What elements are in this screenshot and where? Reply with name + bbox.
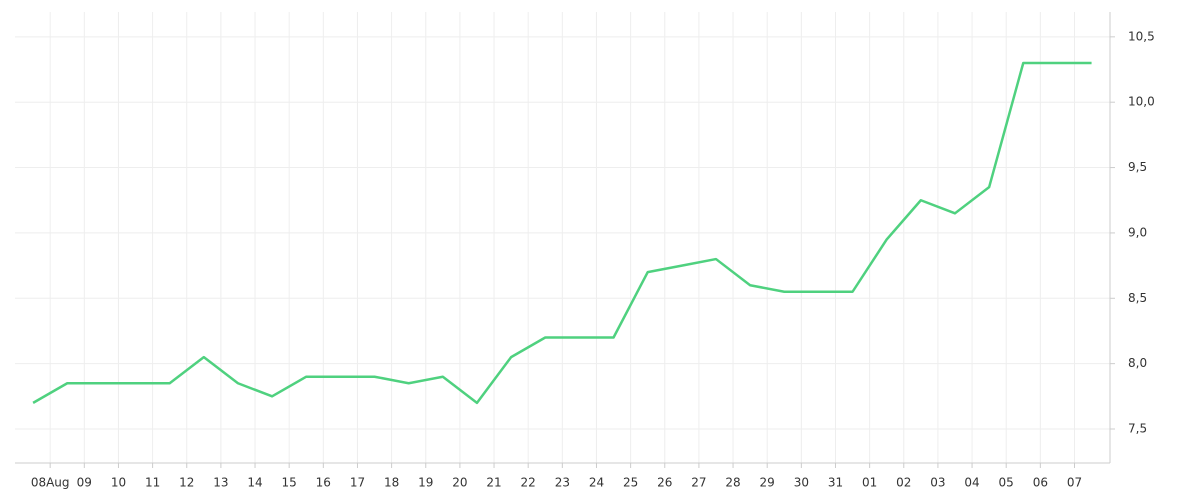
x-tick-label: 25 <box>623 476 638 490</box>
y-tick-label: 7,5 <box>1128 422 1147 436</box>
y-tick-label: 8,5 <box>1128 291 1147 305</box>
x-tick-label: 24 <box>589 476 604 490</box>
x-tick-label: 11 <box>145 476 160 490</box>
x-tick-label: 03 <box>930 476 945 490</box>
x-tick-label: 08Aug <box>31 476 70 490</box>
x-tick-label: 29 <box>760 476 775 490</box>
y-tick-label: 9,5 <box>1128 160 1147 174</box>
x-tick-label: 28 <box>725 476 740 490</box>
y-tick-label: 9,0 <box>1128 225 1147 239</box>
y-tick-label: 8,0 <box>1128 356 1147 370</box>
x-tick-label: 26 <box>657 476 672 490</box>
x-tick-label: 01 <box>862 476 877 490</box>
x-tick-label: 15 <box>282 476 297 490</box>
x-tick-label: 05 <box>999 476 1014 490</box>
line <box>32 61 1092 405</box>
y-tick-label: 10,5 <box>1128 29 1155 43</box>
x-tick-label: 20 <box>452 476 467 490</box>
x-tick-label: 13 <box>213 476 228 490</box>
x-tick-label: 19 <box>418 476 433 490</box>
x-tick-label: 14 <box>247 476 262 490</box>
x-tick-label: 02 <box>896 476 911 490</box>
x-tick-label: 27 <box>691 476 706 490</box>
y-tick-label: 10,0 <box>1128 95 1155 109</box>
x-tick-label: 31 <box>828 476 843 490</box>
x-tick-label: 30 <box>794 476 809 490</box>
x-tick-label: 09 <box>77 476 92 490</box>
x-tick-label: 07 <box>1067 476 1082 490</box>
x-tick-label: 04 <box>964 476 979 490</box>
x-tick-label: 10 <box>111 476 126 490</box>
x-tick-label: 06 <box>1033 476 1048 490</box>
x-tick-label: 18 <box>384 476 399 490</box>
x-tick-label: 12 <box>179 476 194 490</box>
x-tick-label: 23 <box>555 476 570 490</box>
x-tick-label: 21 <box>486 476 501 490</box>
x-tick-label: 17 <box>350 476 365 490</box>
x-tick-label: 16 <box>316 476 331 490</box>
x-tick-label: 22 <box>521 476 536 490</box>
